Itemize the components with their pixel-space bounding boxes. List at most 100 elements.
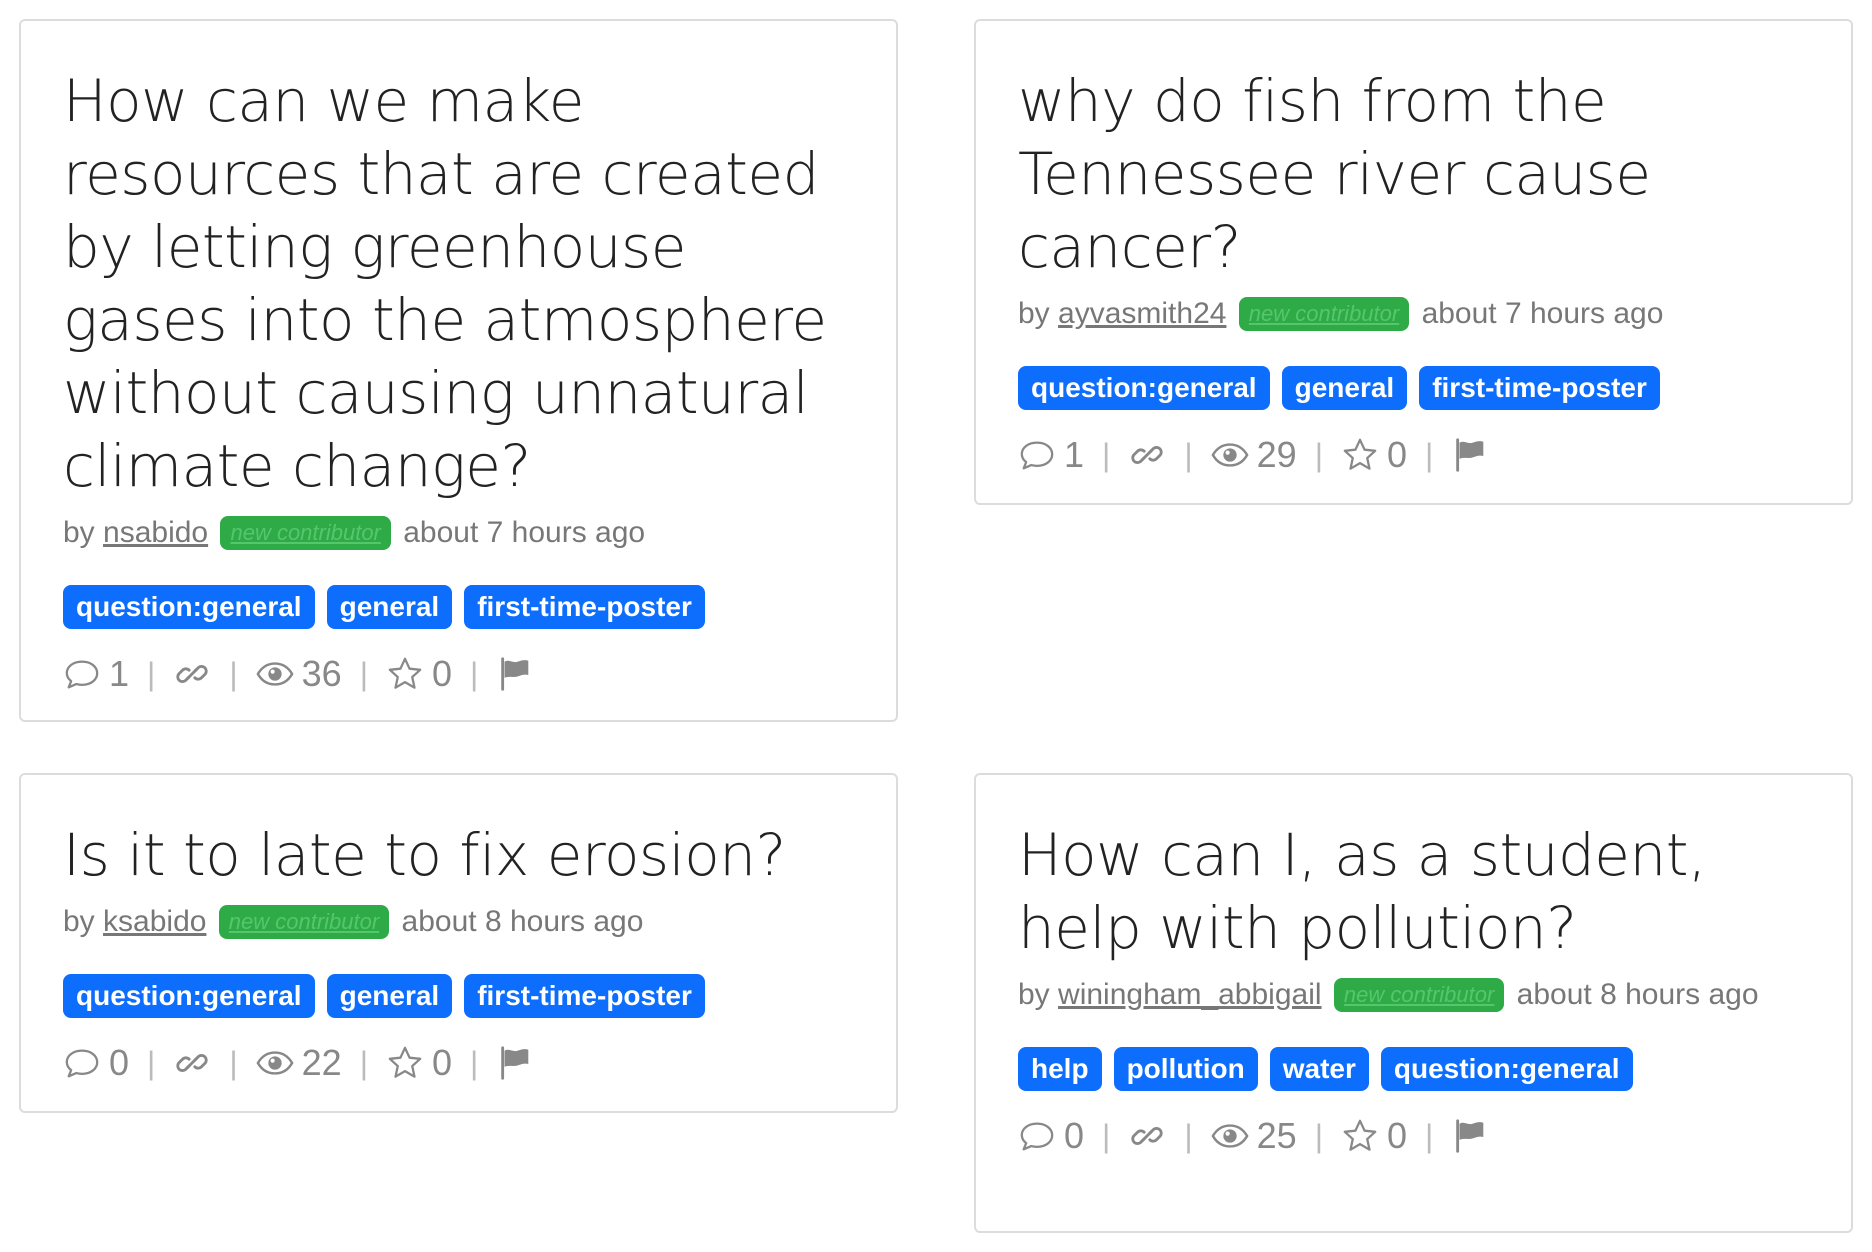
comments-stat[interactable]: 1 bbox=[63, 653, 129, 695]
star-count: 0 bbox=[1387, 434, 1408, 475]
by-label: by bbox=[63, 905, 95, 938]
link-stat[interactable] bbox=[173, 655, 211, 693]
views-stat: 25 bbox=[1211, 1115, 1297, 1157]
tag-list: question:general general first-time-post… bbox=[63, 585, 856, 629]
link-icon bbox=[176, 664, 208, 684]
separator: | bbox=[470, 1044, 479, 1081]
question-title[interactable]: Is it to late to fix erosion? bbox=[63, 821, 786, 889]
question-card: Is it to late to fix erosion? by ksabido… bbox=[19, 773, 898, 1113]
eye-icon bbox=[1211, 1124, 1249, 1148]
by-label: by bbox=[1018, 297, 1050, 330]
separator: | bbox=[1184, 1117, 1193, 1154]
star-icon bbox=[1343, 1119, 1377, 1151]
star-stat[interactable]: 0 bbox=[386, 1042, 452, 1084]
tag[interactable]: help bbox=[1018, 1047, 1102, 1091]
star-stat[interactable]: 0 bbox=[386, 653, 452, 695]
link-stat[interactable] bbox=[173, 1044, 211, 1082]
tag[interactable]: question:general bbox=[1018, 366, 1270, 410]
new-contributor-badge[interactable]: new contributor bbox=[1333, 978, 1505, 1012]
separator: | bbox=[470, 655, 479, 692]
new-contributor-badge[interactable]: new contributor bbox=[220, 516, 391, 550]
view-count: 36 bbox=[301, 653, 342, 694]
by-label: by bbox=[1018, 978, 1050, 1011]
view-count: 22 bbox=[301, 1042, 342, 1083]
comment-icon bbox=[1020, 441, 1054, 470]
author-link[interactable]: ksabido bbox=[103, 905, 207, 938]
tag[interactable]: pollution bbox=[1113, 1047, 1258, 1091]
separator: | bbox=[359, 1044, 369, 1081]
views-stat: 22 bbox=[256, 1042, 342, 1084]
question-meta: by ksabido new contributor about 8 hours… bbox=[63, 898, 856, 946]
timestamp: about 8 hours ago bbox=[401, 905, 644, 938]
flag-stat[interactable] bbox=[496, 655, 534, 693]
flag-stat[interactable] bbox=[1451, 436, 1489, 474]
stats-bar: 0 | | 25 | 0 | bbox=[1018, 1113, 1811, 1159]
question-meta: by winingham_abbigail new contributor ab… bbox=[1018, 971, 1798, 1019]
tag[interactable]: first-time-poster bbox=[464, 974, 705, 1018]
star-icon bbox=[388, 657, 422, 689]
comment-count: 0 bbox=[1064, 1115, 1085, 1156]
flag-stat[interactable] bbox=[496, 1044, 534, 1082]
author-link[interactable]: winingham_abbigail bbox=[1058, 978, 1322, 1011]
question-title[interactable]: How can we make resources that are creat… bbox=[63, 67, 827, 500]
question-title[interactable]: why do fish from the Tennessee river cau… bbox=[1018, 67, 1651, 281]
comments-stat[interactable]: 0 bbox=[1018, 1115, 1084, 1157]
stats-bar: 0 | | 22 | 0 | bbox=[63, 1040, 856, 1086]
timestamp: about 8 hours ago bbox=[1516, 978, 1759, 1011]
tag[interactable]: general bbox=[326, 585, 453, 629]
separator: | bbox=[359, 655, 369, 692]
separator: | bbox=[1425, 436, 1434, 473]
question-meta: by nsabido new contributor about 7 hours… bbox=[63, 509, 856, 557]
tag[interactable]: general bbox=[326, 974, 453, 1018]
star-icon bbox=[388, 1046, 422, 1078]
tag-list: help pollution water question:general bbox=[1018, 1047, 1811, 1091]
tag[interactable]: first-time-poster bbox=[1419, 366, 1660, 410]
star-stat[interactable]: 0 bbox=[1341, 1115, 1407, 1157]
comment-icon bbox=[65, 660, 99, 689]
question-card: How can we make resources that are creat… bbox=[19, 19, 898, 722]
star-stat[interactable]: 0 bbox=[1341, 434, 1407, 476]
link-icon bbox=[176, 1053, 208, 1073]
eye-icon bbox=[256, 662, 294, 686]
separator: | bbox=[147, 1044, 156, 1081]
tag[interactable]: question:general bbox=[63, 974, 315, 1018]
link-stat[interactable] bbox=[1128, 1117, 1166, 1155]
question-meta: by ayvasmith24 new contributor about 7 h… bbox=[1018, 290, 1811, 338]
tag[interactable]: question:general bbox=[63, 585, 315, 629]
tag[interactable]: first-time-poster bbox=[464, 585, 705, 629]
flag-icon bbox=[501, 657, 529, 691]
separator: | bbox=[229, 1044, 238, 1081]
separator: | bbox=[1102, 1117, 1111, 1154]
question-card: why do fish from the Tennessee river cau… bbox=[974, 19, 1853, 505]
comment-count: 1 bbox=[109, 653, 130, 694]
view-count: 29 bbox=[1256, 434, 1297, 475]
flag-icon bbox=[501, 1046, 529, 1080]
link-icon bbox=[1131, 445, 1163, 465]
separator: | bbox=[147, 655, 156, 692]
views-stat: 29 bbox=[1211, 434, 1297, 476]
tag[interactable]: water bbox=[1269, 1047, 1369, 1091]
comments-stat[interactable]: 0 bbox=[63, 1042, 129, 1084]
comments-stat[interactable]: 1 bbox=[1018, 434, 1084, 476]
question-title[interactable]: How can I, as a student, help with pollu… bbox=[1018, 821, 1706, 962]
tag-list: question:general general first-time-post… bbox=[1018, 366, 1811, 410]
star-count: 0 bbox=[1387, 1115, 1408, 1156]
new-contributor-badge[interactable]: new contributor bbox=[1238, 297, 1410, 331]
separator: | bbox=[1314, 436, 1324, 473]
separator: | bbox=[1314, 1117, 1324, 1154]
tag[interactable]: question:general bbox=[1380, 1047, 1633, 1091]
flag-stat[interactable] bbox=[1451, 1117, 1489, 1155]
stats-bar: 1 | | 36 | 0 | bbox=[63, 651, 856, 697]
new-contributor-badge[interactable]: new contributor bbox=[218, 905, 390, 939]
comment-icon bbox=[1020, 1122, 1054, 1151]
author-link[interactable]: nsabido bbox=[103, 516, 209, 549]
comment-count: 1 bbox=[1064, 434, 1085, 475]
author-link[interactable]: ayvasmith24 bbox=[1058, 297, 1227, 330]
views-stat: 36 bbox=[256, 653, 342, 695]
comment-icon bbox=[65, 1049, 99, 1078]
link-stat[interactable] bbox=[1128, 436, 1166, 474]
by-label: by bbox=[63, 516, 95, 549]
star-count: 0 bbox=[432, 1042, 453, 1083]
tag[interactable]: general bbox=[1281, 366, 1408, 410]
